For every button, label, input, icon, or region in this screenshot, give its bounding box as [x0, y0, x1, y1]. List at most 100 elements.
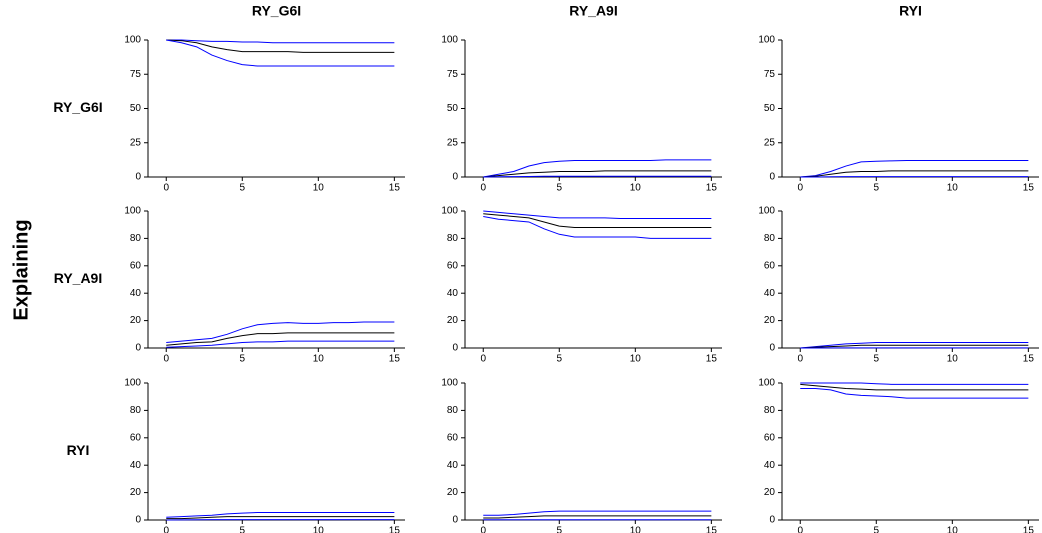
y-tick-label: 75	[764, 69, 776, 80]
series-line	[166, 332, 395, 346]
y-tick-label: 100	[758, 206, 775, 217]
series-line	[483, 159, 712, 178]
y-tick-label: 60	[130, 260, 142, 271]
series-line	[483, 213, 712, 228]
x-tick-label: 5	[240, 183, 246, 194]
y-tick-label: 60	[130, 432, 142, 443]
y-tick-label: 25	[447, 137, 459, 148]
x-tick-label: 10	[313, 526, 325, 533]
series-line	[483, 515, 712, 519]
y-tick-label: 0	[452, 343, 458, 354]
column-title: RY_G6I	[252, 3, 301, 19]
y-tick-label: 80	[130, 233, 142, 244]
x-tick-label: 10	[947, 354, 959, 365]
x-tick-label: 0	[163, 183, 169, 194]
x-tick-label: 5	[874, 354, 880, 365]
x-tick-label: 15	[1023, 526, 1035, 533]
series-line	[483, 175, 712, 178]
y-tick-label: 20	[447, 315, 459, 326]
x-tick-label: 0	[163, 526, 169, 533]
series-line	[800, 383, 1029, 391]
figure-ylabel: Explaining	[10, 219, 32, 320]
y-tick-label: 20	[447, 487, 459, 498]
x-tick-label: 15	[1023, 183, 1035, 194]
column-title: RYI	[899, 3, 922, 19]
y-tick-label: 0	[135, 343, 141, 354]
y-tick-label: 40	[764, 460, 776, 471]
x-tick-label: 0	[797, 526, 803, 533]
y-tick-label: 20	[764, 487, 776, 498]
y-tick-label: 40	[764, 288, 776, 299]
x-tick-label: 10	[313, 354, 325, 365]
x-tick-label: 5	[557, 526, 563, 533]
x-tick-label: 0	[480, 354, 486, 365]
x-tick-label: 0	[480, 526, 486, 533]
series-line	[483, 215, 712, 239]
y-tick-label: 40	[130, 288, 142, 299]
x-tick-label: 5	[240, 526, 246, 533]
x-tick-label: 0	[797, 183, 803, 194]
x-tick-label: 5	[557, 183, 563, 194]
row-title: RY_G6I	[53, 99, 102, 115]
y-tick-label: 75	[447, 69, 459, 80]
y-tick-label: 100	[124, 206, 141, 217]
x-tick-label: 0	[163, 354, 169, 365]
x-tick-label: 10	[630, 526, 642, 533]
y-tick-label: 25	[764, 137, 776, 148]
series-line	[483, 170, 712, 178]
x-tick-label: 15	[389, 526, 401, 533]
series-line	[166, 321, 395, 344]
y-tick-label: 0	[135, 515, 141, 526]
x-tick-label: 0	[797, 354, 803, 365]
y-tick-label: 0	[452, 515, 458, 526]
x-tick-label: 15	[706, 526, 718, 533]
y-tick-label: 75	[130, 69, 142, 80]
y-tick-label: 80	[447, 405, 459, 416]
x-tick-label: 15	[706, 183, 718, 194]
series-line	[166, 340, 395, 348]
y-tick-label: 80	[447, 233, 459, 244]
x-tick-label: 5	[557, 354, 563, 365]
y-tick-label: 60	[447, 260, 459, 271]
y-tick-label: 100	[758, 35, 775, 46]
x-tick-label: 15	[389, 183, 401, 194]
row-title: RYI	[67, 442, 90, 458]
y-tick-label: 100	[124, 35, 141, 46]
series-line	[483, 210, 712, 220]
x-tick-label: 10	[630, 354, 642, 365]
y-tick-label: 100	[124, 378, 141, 389]
x-tick-label: 10	[630, 183, 642, 194]
y-tick-label: 25	[130, 137, 142, 148]
series-line	[483, 510, 712, 516]
y-tick-label: 80	[130, 405, 142, 416]
y-tick-label: 60	[764, 432, 776, 443]
series-line	[166, 516, 395, 520]
y-tick-label: 20	[130, 315, 142, 326]
y-tick-label: 60	[447, 432, 459, 443]
y-tick-label: 0	[452, 172, 458, 183]
x-tick-label: 5	[874, 526, 880, 533]
x-tick-label: 15	[1023, 354, 1035, 365]
y-tick-label: 100	[441, 35, 458, 46]
y-tick-label: 0	[769, 515, 775, 526]
y-tick-label: 0	[135, 172, 141, 183]
series-line	[166, 39, 395, 53]
y-tick-label: 0	[769, 343, 775, 354]
y-tick-label: 50	[764, 103, 776, 114]
series-line	[800, 160, 1029, 178]
y-tick-label: 100	[758, 378, 775, 389]
y-tick-label: 50	[447, 103, 459, 114]
x-tick-label: 15	[389, 354, 401, 365]
x-tick-label: 10	[947, 183, 959, 194]
series-line	[800, 170, 1029, 178]
series-line	[800, 344, 1029, 349]
x-tick-label: 10	[947, 526, 959, 533]
series-line	[800, 342, 1029, 349]
y-tick-label: 100	[441, 206, 458, 217]
y-tick-label: 40	[130, 460, 142, 471]
series-line	[166, 39, 395, 44]
y-tick-label: 50	[130, 103, 142, 114]
y-tick-label: 80	[764, 405, 776, 416]
y-tick-label: 0	[769, 172, 775, 183]
